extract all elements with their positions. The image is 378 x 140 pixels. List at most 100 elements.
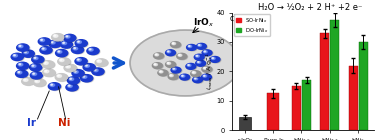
Circle shape [203,75,212,81]
Circle shape [83,64,95,71]
Circle shape [203,51,207,53]
Circle shape [193,77,203,83]
Circle shape [55,74,67,81]
Circle shape [76,58,88,65]
Circle shape [43,61,55,69]
Circle shape [31,64,43,72]
Circle shape [74,71,76,72]
Text: IrO$_x$: IrO$_x$ [193,17,215,29]
Circle shape [23,79,28,81]
Circle shape [166,50,175,56]
Circle shape [177,53,187,59]
Circle shape [212,58,214,59]
Circle shape [63,42,65,43]
Circle shape [195,78,196,79]
Circle shape [51,42,53,43]
Bar [330,20,339,130]
Circle shape [173,68,174,69]
Circle shape [158,70,168,76]
Circle shape [84,64,96,71]
Circle shape [70,78,71,79]
Circle shape [44,70,49,73]
Circle shape [154,63,158,66]
Circle shape [172,42,176,45]
Circle shape [15,70,28,77]
Circle shape [191,71,201,77]
Circle shape [50,41,62,48]
Circle shape [155,54,159,56]
Circle shape [170,42,180,47]
Circle shape [186,63,196,69]
Circle shape [204,51,206,52]
Circle shape [202,66,212,72]
Circle shape [64,64,76,72]
Circle shape [198,44,201,46]
Text: Ir: Ir [27,118,36,128]
Circle shape [49,40,61,48]
Circle shape [95,59,107,66]
Circle shape [204,75,205,76]
Circle shape [197,61,201,63]
Circle shape [13,54,17,57]
Circle shape [19,64,21,65]
Circle shape [172,42,181,48]
Circle shape [24,79,26,80]
Circle shape [17,71,22,74]
Circle shape [74,48,76,49]
Circle shape [194,54,204,60]
Circle shape [51,34,64,41]
Circle shape [159,70,169,76]
Circle shape [64,34,76,42]
Y-axis label: $i_{mass}$ / A g$_{Ir}^{-1}$: $i_{mass}$ / A g$_{Ir}^{-1}$ [204,52,215,90]
Circle shape [60,41,73,48]
Circle shape [83,76,85,77]
Circle shape [88,48,93,51]
Circle shape [182,75,183,76]
Circle shape [33,57,38,60]
Circle shape [24,51,28,54]
Circle shape [168,74,178,80]
Circle shape [56,74,68,81]
Bar [349,66,358,130]
Circle shape [166,61,175,67]
Circle shape [45,71,47,72]
Circle shape [172,68,176,70]
Circle shape [57,75,62,77]
Circle shape [187,45,197,51]
Circle shape [32,56,44,63]
Circle shape [170,75,172,76]
Circle shape [40,47,52,54]
Circle shape [169,74,179,80]
Circle shape [31,72,43,80]
Circle shape [62,42,67,45]
Circle shape [65,35,77,42]
Circle shape [18,45,30,52]
Circle shape [130,30,240,96]
Circle shape [73,47,77,50]
Circle shape [30,72,42,79]
Circle shape [152,63,162,69]
Circle shape [187,45,197,50]
Circle shape [51,41,55,44]
Circle shape [77,59,79,60]
Circle shape [98,60,99,61]
Circle shape [166,62,176,68]
Circle shape [155,64,156,65]
Circle shape [17,63,30,70]
Circle shape [14,55,15,56]
Circle shape [53,35,58,37]
Circle shape [54,35,56,36]
Circle shape [18,72,20,73]
Circle shape [22,50,34,57]
Circle shape [82,76,87,78]
Circle shape [45,62,46,63]
Circle shape [42,48,46,50]
Circle shape [31,65,36,67]
Circle shape [29,64,42,71]
Circle shape [11,53,23,60]
Circle shape [94,69,96,70]
Circle shape [192,72,196,74]
Circle shape [203,67,213,73]
Circle shape [66,65,70,68]
Circle shape [17,62,29,70]
